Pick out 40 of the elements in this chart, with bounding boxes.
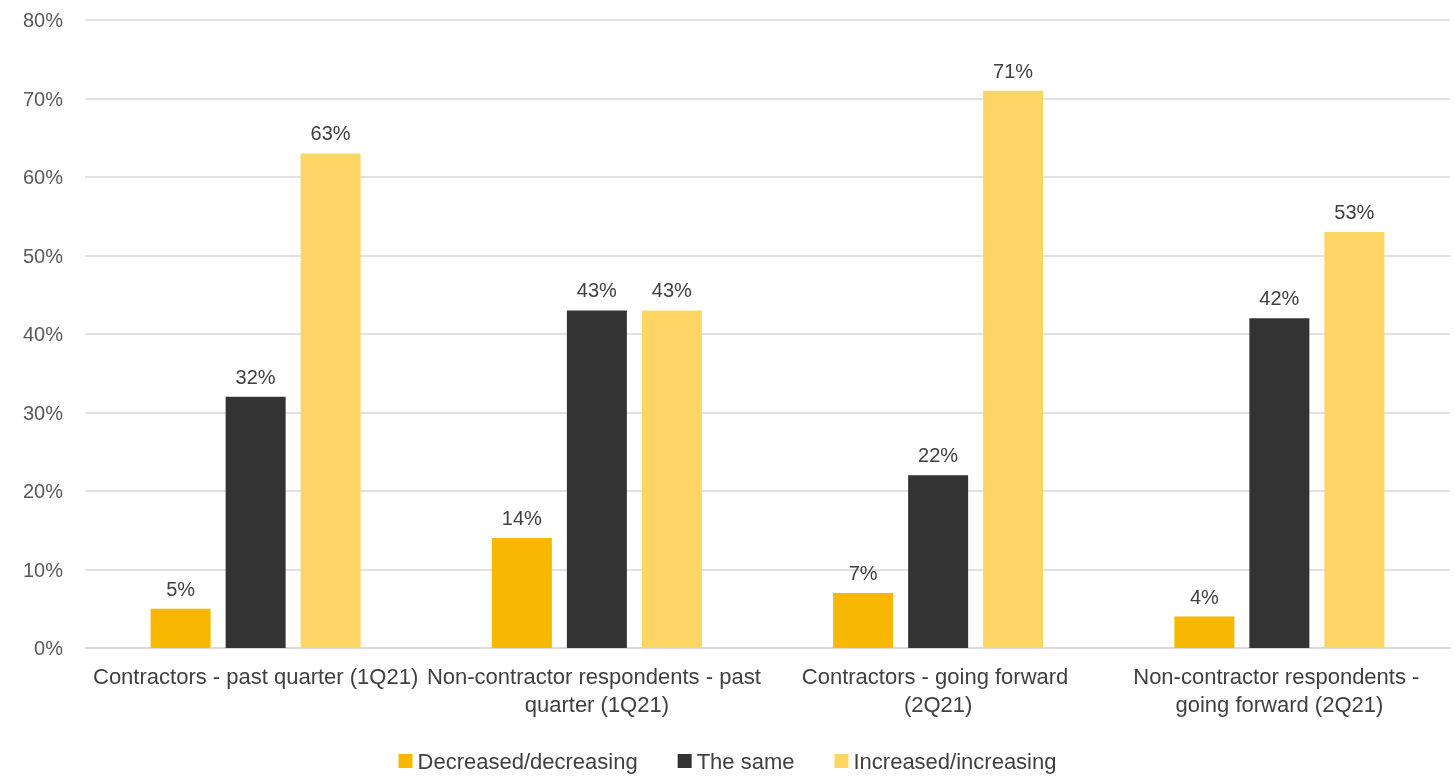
y-tick-label: 20% [22, 480, 64, 502]
bar [833, 593, 894, 648]
bar [908, 475, 969, 648]
bar [225, 396, 286, 648]
legend-label: The same [696, 748, 795, 774]
data-label: 5% [166, 577, 196, 600]
data-label: 22% [918, 444, 959, 467]
data-label: 4% [1189, 585, 1220, 608]
data-label: 43% [576, 279, 618, 302]
x-tick-label: Non-contractor respondents - past quarter (1Q21) [426, 663, 767, 717]
data-label: 53% [1334, 200, 1375, 223]
bar [566, 310, 627, 648]
y-tick-label: 60% [22, 166, 64, 188]
legend-label: Decreased/decreasing [417, 748, 638, 774]
bar [491, 538, 552, 648]
bar [150, 608, 211, 648]
data-label: 63% [310, 122, 351, 145]
y-tick-label: 40% [22, 323, 64, 345]
y-tick-label: 50% [22, 244, 64, 267]
legend-label: Increased/increasing [853, 748, 1057, 774]
bar [983, 90, 1044, 648]
bar [1249, 318, 1310, 648]
data-label: 42% [1259, 287, 1300, 310]
bar [300, 153, 361, 648]
bar [1174, 616, 1235, 648]
y-tick-label: 0% [34, 637, 64, 659]
bar [1324, 231, 1385, 648]
y-tick-label: 30% [22, 401, 64, 424]
data-label: 43% [651, 279, 693, 302]
data-label: 71% [993, 59, 1034, 82]
x-tick-label: Contractors - past quarter (1Q21) [93, 663, 419, 689]
bar [641, 310, 702, 648]
data-label: 7% [848, 562, 878, 585]
y-tick-label: 10% [22, 558, 64, 581]
x-tick-label: Contractors - going forward (2Q21) [801, 663, 1075, 717]
data-label: 32% [235, 365, 276, 388]
x-tick-label: Non-contractor respondents - going forward (2Q21) [1133, 663, 1426, 717]
y-tick-label: 80% [22, 9, 64, 31]
y-tick-label: 70% [22, 87, 64, 110]
data-label: 14% [501, 507, 543, 530]
